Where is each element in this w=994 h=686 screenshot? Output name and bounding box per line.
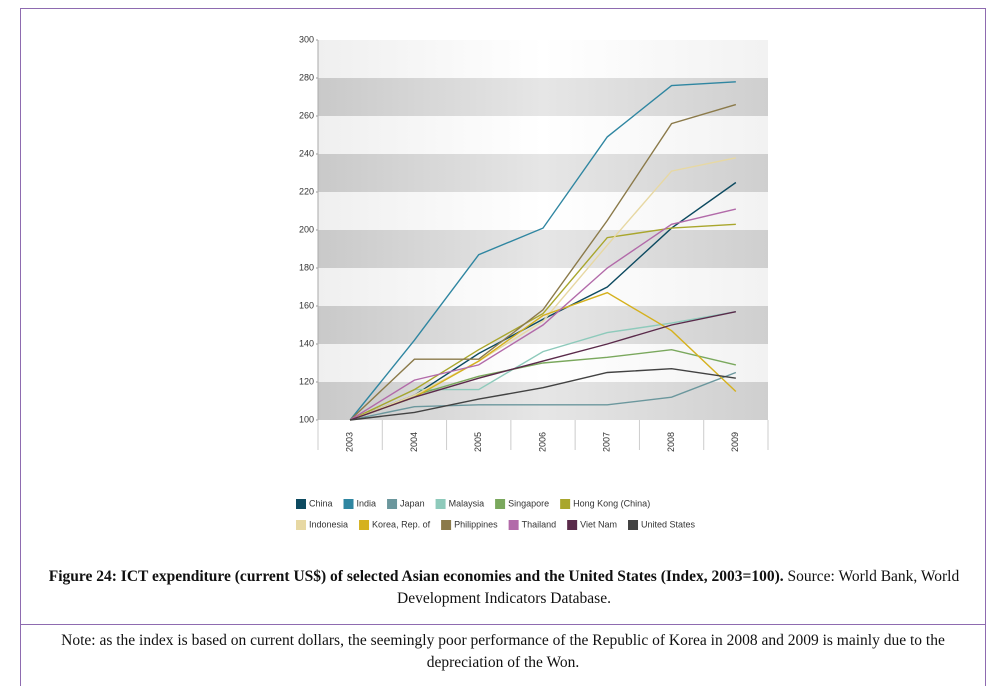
legend-label: India [357, 498, 377, 508]
y-tick-label: 120 [299, 376, 314, 386]
x-tick-label: 2007 [602, 432, 612, 452]
legend-swatch [359, 520, 370, 530]
y-tick-label: 180 [299, 262, 314, 272]
series-line [349, 223, 736, 421]
frame [20, 8, 986, 686]
legend-label: Malaysia [449, 498, 485, 508]
legend-swatch [567, 520, 578, 530]
legend-label: Viet Nam [580, 519, 617, 529]
legend-swatch [508, 520, 519, 530]
legend-swatch [296, 499, 306, 509]
chart: 100 120 140 160 180 200 220 240 260 280 300 2003 200… [296, 34, 769, 530]
y-tick-label: 240 [299, 148, 314, 158]
legend-label: Korea, Rep. of [372, 519, 431, 529]
legend-label: Thailand [522, 519, 557, 529]
caption-source: Source: World Bank, World Development In… [397, 568, 960, 607]
legend-swatch [495, 499, 506, 509]
legend-swatch [343, 499, 354, 509]
y-tick-label: 140 [299, 338, 314, 348]
x-tick-label: 2004 [409, 432, 419, 452]
x-tick-label: 2006 [537, 432, 547, 452]
y-tick-label: 300 [299, 34, 314, 44]
grid-band [318, 40, 768, 78]
legend-label: Philippines [454, 519, 498, 529]
caption: Figure 24: ICT expenditure (current US$)… [40, 566, 968, 610]
y-tick-label: 160 [299, 300, 314, 310]
legend-label: Singapore [508, 498, 549, 508]
series-line [349, 311, 736, 421]
legend-label: Hong Kong (China) [573, 498, 650, 508]
caption-title: Figure 24: ICT expenditure (current US$)… [48, 568, 784, 585]
grid-band [318, 230, 768, 268]
y-tick-label: 200 [299, 224, 314, 234]
series-line [349, 81, 736, 421]
legend-swatch [560, 499, 571, 509]
series-line [350, 367, 736, 421]
x-tick-label: 2003 [345, 432, 355, 452]
legend-swatch [628, 520, 639, 530]
divider [20, 624, 986, 625]
legend-swatch [441, 520, 452, 530]
legend-swatch [435, 499, 446, 509]
legend-label: Indonesia [309, 519, 348, 529]
x-tick-label: 2008 [666, 432, 676, 452]
y-tick-label: 220 [299, 186, 314, 196]
x-tick-label: 2005 [473, 432, 483, 452]
legend-label: United States [641, 519, 696, 529]
legend-label: China [309, 498, 333, 508]
legend-swatch [387, 499, 398, 509]
legend-swatch [296, 520, 306, 530]
grid-band [318, 192, 768, 230]
y-tick-label: 260 [299, 110, 314, 120]
grid-band [318, 268, 768, 306]
grid-band [318, 154, 768, 192]
x-tick-label: 2009 [730, 432, 740, 452]
series-line [349, 157, 736, 421]
grid-band [318, 116, 768, 154]
series-line [349, 103, 737, 421]
legend-label: Japan [400, 498, 425, 508]
series-line [350, 371, 737, 421]
y-tick-label: 280 [299, 72, 314, 82]
y-tick-label: 100 [299, 414, 314, 424]
series-line [349, 208, 737, 421]
note: Note: as the index is based on current d… [61, 632, 945, 671]
